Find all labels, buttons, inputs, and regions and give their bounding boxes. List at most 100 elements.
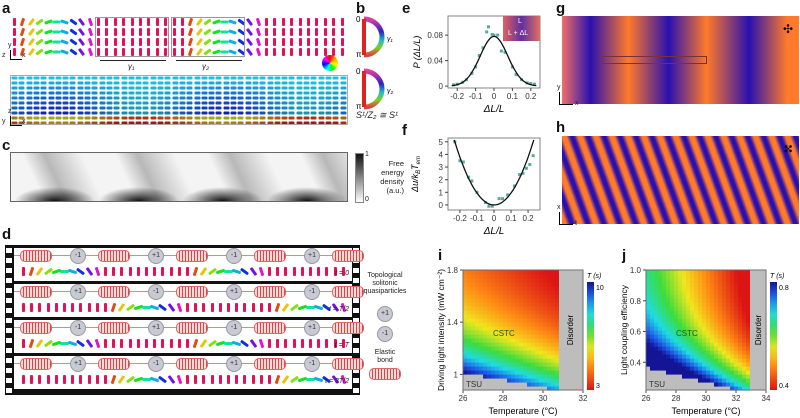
heatmap-cell <box>674 294 679 299</box>
heatmap-cell <box>742 386 747 391</box>
heatmap-cell <box>714 354 719 359</box>
director-rod <box>267 111 273 115</box>
elastic-bond-spring <box>176 358 208 370</box>
heatmap-cell <box>471 282 476 287</box>
heatmap-cell <box>738 282 743 287</box>
heatmap-cell <box>694 350 699 355</box>
director-rod <box>252 96 259 100</box>
heatmap-cell <box>650 326 655 331</box>
director-rod <box>128 81 135 85</box>
region-label-disorder: Disorder <box>566 315 575 346</box>
heatmap-cell <box>579 358 584 363</box>
heatmap-cell <box>539 358 544 363</box>
heatmap-cell <box>519 330 524 335</box>
heatmap-cell <box>543 362 548 367</box>
director-rod <box>52 50 61 54</box>
director-rod <box>128 267 132 276</box>
director-rod <box>252 91 259 95</box>
colorbar-max-label: 0.8 <box>779 285 789 292</box>
director-rod <box>186 267 189 276</box>
heatmap-cell <box>547 282 552 287</box>
heatmap-cell <box>535 318 540 323</box>
region-label-disorder: Disorder <box>754 315 763 346</box>
director-rod <box>186 101 193 105</box>
elastic-bond-spring <box>332 322 364 334</box>
heatmap-cell <box>567 378 572 383</box>
heatmap-cell <box>690 294 695 299</box>
heatmap-cell <box>674 354 679 359</box>
heatmap-cell <box>694 314 699 319</box>
time-frame-strip: -1 +1 -1 +1 t = 0 <box>14 248 364 281</box>
director-rod <box>332 106 339 110</box>
director-rod <box>215 116 222 120</box>
director-rod <box>318 101 325 105</box>
heatmap-cell <box>710 354 715 359</box>
heatmap-cell <box>650 370 655 375</box>
director-rod <box>164 48 168 56</box>
heatmap-cell <box>531 306 536 311</box>
director-rod <box>110 374 117 385</box>
heatmap-cell <box>662 274 667 279</box>
director-rod <box>128 91 135 95</box>
heatmap-cell <box>463 354 468 359</box>
heatmap-cell <box>746 386 751 391</box>
heatmap-cell <box>758 358 763 363</box>
heatmap-cell <box>710 330 715 335</box>
heatmap-cell <box>706 366 711 371</box>
heatmap-cell <box>714 326 719 331</box>
heatmap-cell <box>475 342 480 347</box>
director-rod <box>194 76 200 80</box>
heatmap-cell <box>483 278 488 283</box>
heatmap-cell <box>547 298 552 303</box>
director-rod <box>48 116 54 120</box>
director-rod <box>176 374 183 385</box>
heatmap-cell <box>646 366 651 371</box>
heatmap-cell <box>694 358 699 363</box>
heatmap-cell <box>754 322 759 327</box>
heatmap-cell <box>698 306 703 311</box>
director-rod <box>218 375 222 384</box>
heatmap-cell <box>531 354 536 359</box>
director-rod <box>79 375 83 384</box>
heatmap-cell <box>690 334 695 339</box>
y-axis-label: P (ΔL/L) <box>412 36 422 69</box>
director-rod <box>18 96 25 100</box>
data-point <box>532 82 536 86</box>
director-rod <box>290 18 294 26</box>
heatmap-cell <box>471 350 476 355</box>
heatmap-cell <box>579 326 584 331</box>
heatmap-cell <box>758 330 763 335</box>
director-rod <box>276 267 280 276</box>
director-rod <box>288 101 295 105</box>
director-rod <box>296 76 303 80</box>
director-rod <box>201 106 208 110</box>
heatmap-cell <box>515 274 520 279</box>
heatmap-cell <box>714 282 719 287</box>
heatmap-cell <box>471 322 476 327</box>
heatmap-cell <box>670 346 675 351</box>
heatmap-cell <box>674 302 679 307</box>
director-rod <box>106 106 113 110</box>
heatmap-cell <box>718 270 723 275</box>
gamma1-label: γ₁ <box>128 62 135 71</box>
director-rod <box>318 76 325 80</box>
heatmap-cell <box>694 362 699 367</box>
heatmap-cell <box>531 374 536 379</box>
director-rod <box>11 96 18 100</box>
heatmap-cell <box>511 286 516 291</box>
heatmap-cell <box>702 274 707 279</box>
heatmap-cell <box>495 350 500 355</box>
director-rod <box>332 38 336 46</box>
heatmap-cell <box>662 290 667 295</box>
heatmap-cell <box>754 298 759 303</box>
heatmap-cell <box>658 286 663 291</box>
heatmap-cell <box>690 350 695 355</box>
heatmap-cell <box>579 342 584 347</box>
semicircle-gamma2 <box>363 68 385 110</box>
director-rod <box>121 76 127 80</box>
heatmap-cell <box>694 326 699 331</box>
heatmap-cell <box>722 358 727 363</box>
director-rod <box>340 86 346 90</box>
heatmap-cell <box>690 282 695 287</box>
